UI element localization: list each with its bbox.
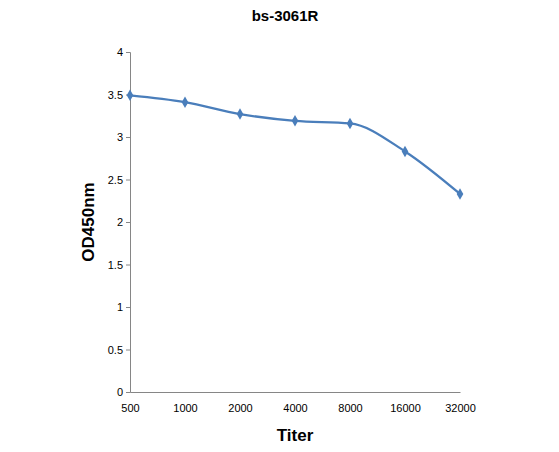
x-tick-label: 32000 (445, 402, 476, 414)
y-tick: 1.5 (108, 259, 130, 271)
marker (457, 188, 464, 199)
y-tick-mark (126, 350, 130, 351)
chart: 0 0.5 1 1.5 2 2.5 3 3.5 4 500 1000 2000 4000 8000 1600… (0, 0, 559, 452)
y-axis: 0 0.5 1 1.5 2 2.5 3 3.5 4 (108, 46, 131, 398)
marker (127, 90, 134, 101)
y-tick: 0 (117, 386, 130, 398)
x-tick-label: 2000 (228, 402, 252, 414)
y-axis-line (126, 53, 131, 393)
y-tick: 3 (117, 131, 130, 143)
x-tick: 1000 (173, 392, 197, 414)
x-tick-label: 8000 (338, 402, 362, 414)
x-tick-label: 16000 (390, 402, 421, 414)
x-tick-label: 500 (121, 402, 139, 414)
x-tick: 2000 (228, 392, 252, 414)
marker (292, 115, 299, 126)
y-tick-label: 0.5 (108, 344, 123, 356)
y-tick-label: 1 (117, 301, 123, 313)
x-axis-title: Titer (277, 426, 314, 445)
y-tick-label: 4 (117, 46, 123, 58)
marker (347, 118, 354, 129)
y-tick-label: 0 (117, 386, 123, 398)
y-tick: 1 (117, 301, 130, 313)
y-tick: 0.5 (108, 344, 130, 356)
title: bs-3061R (252, 7, 319, 24)
marker (182, 96, 189, 107)
x-tick-label: 1000 (173, 402, 197, 414)
plot: 0 0.5 1 1.5 2 2.5 3 3.5 4 500 1000 2000 4000 8000 1600… (108, 46, 476, 414)
series (127, 90, 464, 200)
y-tick-mark (126, 265, 130, 266)
y-tick: 2 (117, 216, 130, 228)
y-tick-label: 2.5 (108, 174, 123, 186)
y-tick: 3.5 (108, 89, 130, 101)
x-tick: 8000 (338, 392, 362, 414)
y-tick-mark (126, 222, 130, 223)
x-tick: 500 (121, 392, 139, 414)
y-axis-title: OD450nm (79, 182, 98, 261)
y-tick: 2.5 (108, 174, 130, 186)
y-tick: 4 (117, 46, 130, 58)
x-tick: 32000 (445, 392, 476, 414)
y-tick-label: 1.5 (108, 259, 123, 271)
marker (237, 108, 244, 119)
marker (402, 146, 409, 157)
x-tick: 4000 (283, 392, 307, 414)
y-tick-label: 3 (117, 131, 123, 143)
x-tick-label: 4000 (283, 402, 307, 414)
x-axis: 500 1000 2000 4000 8000 16000 32000 (121, 392, 475, 414)
x-tick: 16000 (390, 392, 421, 414)
y-tick-label: 2 (117, 216, 123, 228)
line (130, 95, 460, 194)
y-tick-mark (126, 307, 130, 308)
y-tick-mark (126, 180, 130, 181)
y-tick-label: 3.5 (108, 89, 123, 101)
y-tick-mark (126, 392, 130, 393)
x-axis-line (131, 392, 461, 393)
y-tick-mark (126, 52, 130, 53)
y-tick-mark (126, 137, 130, 138)
